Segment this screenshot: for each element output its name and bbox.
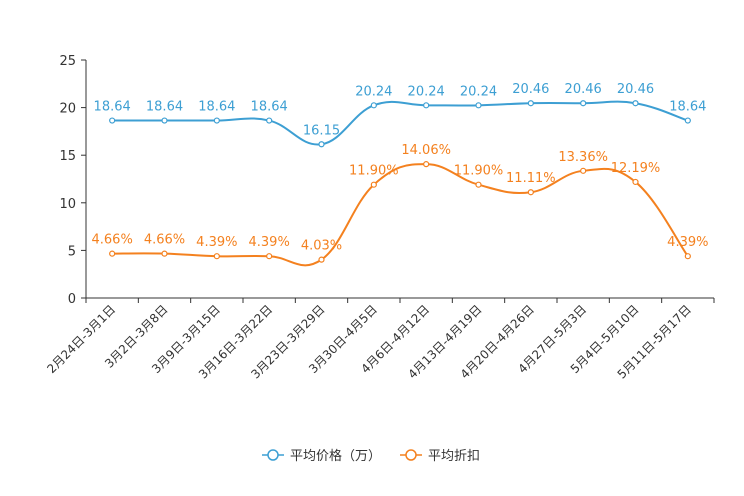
data-point[interactable] (266, 253, 273, 260)
data-label: 18.64 (94, 100, 131, 115)
data-label: 11.90% (349, 164, 399, 179)
data-label: 4.39% (196, 235, 237, 250)
legend-item-1[interactable]: 平均折扣 (400, 449, 480, 464)
legend-label: 平均折扣 (428, 449, 480, 464)
data-point[interactable] (580, 100, 587, 107)
data-point[interactable] (423, 161, 430, 168)
legend-label: 平均价格（万） (290, 448, 381, 464)
data-point[interactable] (109, 250, 116, 257)
data-point[interactable] (213, 117, 220, 124)
data-point[interactable] (161, 117, 168, 124)
data-label: 11.90% (454, 164, 504, 179)
data-point[interactable] (109, 117, 116, 124)
data-labels: 18.64 18.64 18.64 18.64 16.15 20.24 20.24 20.24… (92, 82, 709, 253)
data-point[interactable] (318, 141, 325, 148)
data-label: 18.64 (251, 100, 288, 115)
data-label: 18.64 (146, 100, 183, 115)
data-label: 20.24 (408, 84, 445, 99)
data-label: 18.64 (669, 100, 706, 115)
data-label: 11.11% (506, 171, 556, 186)
data-label: 20.46 (617, 82, 654, 97)
data-label: 4.39% (249, 235, 290, 250)
data-label: 20.46 (512, 82, 549, 97)
data-label: 4.66% (144, 233, 185, 248)
data-point[interactable] (213, 253, 220, 260)
data-point[interactable] (318, 256, 325, 263)
data-label: 20.24 (460, 84, 497, 99)
y-tick-label: 5 (68, 244, 76, 259)
data-label: 13.36% (558, 150, 608, 165)
data-point[interactable] (580, 167, 587, 174)
legend-marker-icon (405, 449, 417, 461)
data-point[interactable] (632, 100, 639, 107)
series-lines (109, 100, 691, 267)
data-point[interactable] (527, 189, 534, 196)
legend-item-0[interactable]: 平均价格（万） (262, 448, 381, 464)
data-point[interactable] (632, 178, 639, 186)
y-tick-label: 15 (59, 149, 76, 164)
data-point[interactable] (266, 117, 273, 124)
data-label: 4.03% (301, 239, 342, 254)
data-point[interactable] (475, 102, 482, 109)
data-label: 12.19% (611, 161, 661, 176)
data-point[interactable] (684, 117, 691, 124)
data-point[interactable] (527, 100, 534, 107)
data-label: 16.15 (303, 123, 340, 138)
data-point[interactable] (370, 102, 377, 109)
y-tick-label: 0 (68, 292, 76, 307)
data-label: 20.24 (355, 84, 392, 99)
data-point[interactable] (423, 102, 430, 109)
data-label: 18.64 (198, 100, 235, 115)
legend-marker-icon (267, 449, 279, 461)
data-point[interactable] (684, 253, 691, 260)
legend[interactable]: 平均价格（万） 平均折扣 (262, 448, 480, 464)
y-tick-label: 20 (59, 102, 76, 117)
data-point[interactable] (475, 181, 482, 188)
data-point[interactable] (161, 250, 168, 257)
data-label: 20.46 (565, 82, 602, 97)
data-label: 14.06% (401, 143, 451, 158)
y-tick-label: 10 (59, 197, 76, 212)
y-tick-label: 25 (59, 54, 76, 69)
data-label: 4.39% (667, 235, 708, 250)
data-label: 4.66% (92, 233, 133, 248)
data-point[interactable] (370, 181, 377, 188)
